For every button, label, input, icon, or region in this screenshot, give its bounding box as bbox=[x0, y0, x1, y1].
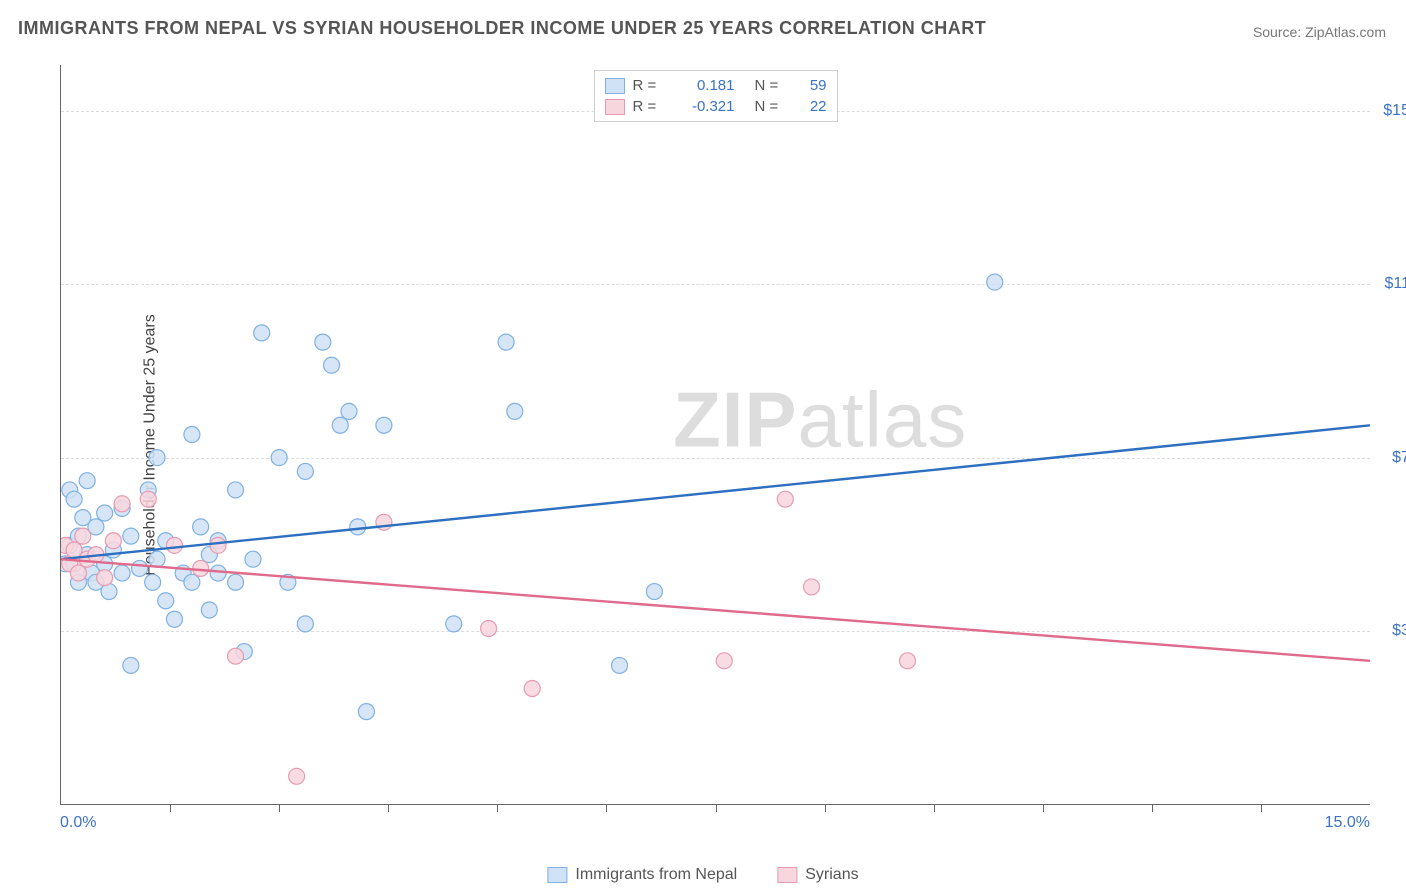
scatter-point bbox=[376, 417, 392, 433]
scatter-point bbox=[210, 565, 226, 581]
scatter-point bbox=[987, 274, 1003, 290]
r-value: -0.321 bbox=[675, 98, 735, 115]
x-tick bbox=[279, 804, 280, 812]
scatter-point bbox=[132, 560, 148, 576]
x-axis-max-label: 15.0% bbox=[1325, 814, 1370, 832]
trend-line bbox=[61, 559, 1370, 661]
r-label: R = bbox=[633, 77, 667, 94]
scatter-point bbox=[70, 565, 86, 581]
scatter-point bbox=[245, 551, 261, 567]
scatter-point bbox=[481, 620, 497, 636]
scatter-point bbox=[332, 417, 348, 433]
x-tick bbox=[716, 804, 717, 812]
n-label: N = bbox=[755, 77, 789, 94]
x-tick bbox=[388, 804, 389, 812]
r-value: 0.181 bbox=[675, 77, 735, 94]
scatter-point bbox=[166, 537, 182, 553]
scatter-point bbox=[145, 574, 161, 590]
scatter-point bbox=[716, 653, 732, 669]
x-tick bbox=[1152, 804, 1153, 812]
scatter-point bbox=[228, 648, 244, 664]
scatter-point bbox=[324, 357, 340, 373]
bottom-legend: Immigrants from Nepal Syrians bbox=[547, 866, 858, 884]
swatch-icon bbox=[605, 78, 625, 94]
scatter-point bbox=[358, 704, 374, 720]
scatter-point bbox=[97, 505, 113, 521]
scatter-point bbox=[524, 681, 540, 697]
scatter-point bbox=[289, 768, 305, 784]
x-tick bbox=[1043, 804, 1044, 812]
swatch-icon bbox=[605, 99, 625, 115]
x-tick bbox=[170, 804, 171, 812]
source-name: ZipAtlas.com bbox=[1305, 24, 1386, 40]
chart-title: IMMIGRANTS FROM NEPAL VS SYRIAN HOUSEHOL… bbox=[18, 18, 986, 39]
scatter-point bbox=[201, 602, 217, 618]
y-tick-label: $112,500 bbox=[1384, 275, 1406, 293]
n-value: 59 bbox=[797, 77, 827, 94]
r-label: R = bbox=[633, 98, 667, 115]
scatter-point bbox=[446, 616, 462, 632]
scatter-point bbox=[507, 403, 523, 419]
scatter-point bbox=[228, 482, 244, 498]
scatter-point bbox=[140, 491, 156, 507]
scatter-point bbox=[114, 496, 130, 512]
scatter-point bbox=[210, 537, 226, 553]
scatter-point bbox=[75, 528, 91, 544]
scatter-point bbox=[105, 533, 121, 549]
legend-label: Syrians bbox=[805, 866, 858, 884]
scatter-point bbox=[646, 584, 662, 600]
plot-area: ZIPatlas R = 0.181 N = 59 R = -0.321 N =… bbox=[60, 65, 1370, 805]
scatter-point bbox=[149, 450, 165, 466]
y-tick-label: $150,000 bbox=[1383, 102, 1406, 120]
trend-line bbox=[61, 425, 1370, 559]
scatter-point bbox=[79, 473, 95, 489]
scatter-point bbox=[254, 325, 270, 341]
scatter-point bbox=[184, 427, 200, 443]
legend-item: Syrians bbox=[777, 866, 858, 884]
source-label: Source: bbox=[1253, 24, 1305, 40]
scatter-point bbox=[498, 334, 514, 350]
scatter-point bbox=[193, 519, 209, 535]
x-tick bbox=[934, 804, 935, 812]
scatter-point bbox=[803, 579, 819, 595]
scatter-point bbox=[158, 593, 174, 609]
chart-svg bbox=[61, 65, 1370, 804]
scatter-point bbox=[315, 334, 331, 350]
legend-label: Immigrants from Nepal bbox=[575, 866, 737, 884]
scatter-point bbox=[350, 519, 366, 535]
scatter-point bbox=[612, 657, 628, 673]
plot-wrap: Householder Income Under 25 years ZIPatl… bbox=[60, 60, 1380, 830]
scatter-point bbox=[297, 463, 313, 479]
scatter-point bbox=[123, 528, 139, 544]
scatter-point bbox=[341, 403, 357, 419]
scatter-point bbox=[66, 491, 82, 507]
scatter-point bbox=[228, 574, 244, 590]
x-tick bbox=[497, 804, 498, 812]
legend-stats-row: R = -0.321 N = 22 bbox=[605, 96, 827, 117]
legend-item: Immigrants from Nepal bbox=[547, 866, 737, 884]
scatter-point bbox=[899, 653, 915, 669]
x-tick bbox=[825, 804, 826, 812]
scatter-point bbox=[97, 570, 113, 586]
source-attribution: Source: ZipAtlas.com bbox=[1253, 24, 1386, 40]
scatter-point bbox=[184, 574, 200, 590]
scatter-point bbox=[123, 657, 139, 673]
n-value: 22 bbox=[797, 98, 827, 115]
scatter-point bbox=[777, 491, 793, 507]
y-tick-label: $37,500 bbox=[1392, 622, 1406, 640]
scatter-point bbox=[166, 611, 182, 627]
n-label: N = bbox=[755, 98, 789, 115]
swatch-icon bbox=[547, 867, 567, 883]
legend-stats-box: R = 0.181 N = 59 R = -0.321 N = 22 bbox=[594, 70, 838, 122]
x-tick bbox=[606, 804, 607, 812]
scatter-point bbox=[149, 551, 165, 567]
legend-stats-row: R = 0.181 N = 59 bbox=[605, 75, 827, 96]
scatter-point bbox=[297, 616, 313, 632]
scatter-point bbox=[271, 450, 287, 466]
scatter-point bbox=[114, 565, 130, 581]
x-tick bbox=[1261, 804, 1262, 812]
swatch-icon bbox=[777, 867, 797, 883]
y-tick-label: $75,000 bbox=[1392, 449, 1406, 467]
x-axis-min-label: 0.0% bbox=[60, 814, 96, 832]
